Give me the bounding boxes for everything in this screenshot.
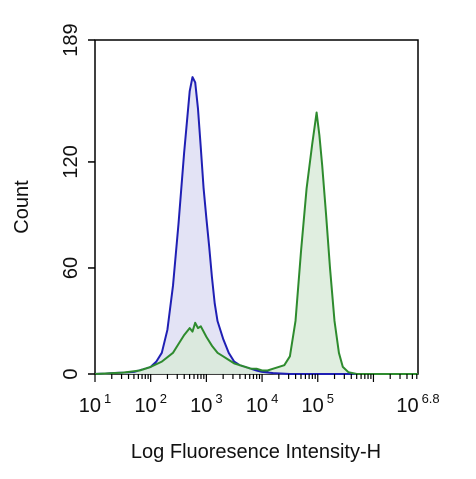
series-layer [94,76,418,375]
series-2-line [94,111,418,375]
x-axis-ticks: 10 1 10 2 10 3 10 4 10 5 10 6.8 [79,374,440,417]
series-2-area [95,112,418,374]
x-tick-label: 10 5 [302,391,334,417]
y-axis-ticks: 0 60 120 189 [60,23,95,380]
x-tick-label: 10 6.8 [396,391,439,417]
x-tick-label: 10 4 [246,391,278,417]
x-tick-label: 10 3 [190,391,222,417]
series-1-line [94,76,418,375]
plot-frame [94,39,419,375]
x-axis-title: Log Fluoresence Intensity-H [131,441,381,463]
x-tick-label: 10 1 [79,391,111,417]
x-tick-label: 10 2 [134,391,166,417]
series-1-area [95,77,418,374]
y-tick-label: 0 [60,368,82,379]
y-tick-label: 120 [60,145,82,178]
y-axis-title: Count [11,180,33,234]
y-tick-label: 60 [60,257,82,279]
y-tick-label: 189 [60,23,82,56]
